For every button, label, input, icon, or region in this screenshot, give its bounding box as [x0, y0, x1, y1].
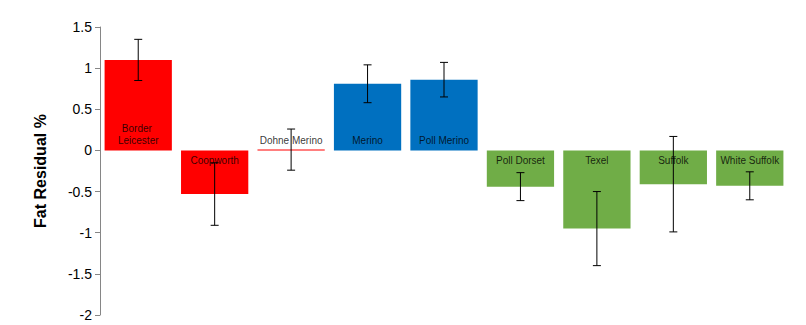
- svg-text:Texel: Texel: [585, 155, 608, 166]
- svg-text:Merino: Merino: [352, 135, 383, 146]
- svg-text:White Suffolk: White Suffolk: [720, 155, 780, 166]
- svg-text:0: 0: [84, 142, 92, 158]
- svg-text:Coopworth: Coopworth: [190, 155, 238, 166]
- svg-text:1.5: 1.5: [73, 19, 93, 35]
- svg-text:-1.5: -1.5: [68, 266, 92, 282]
- svg-text:Poll Merino: Poll Merino: [419, 135, 469, 146]
- svg-text:Leicester: Leicester: [118, 135, 159, 146]
- svg-text:-2: -2: [80, 307, 93, 323]
- svg-text:Border: Border: [122, 123, 155, 134]
- svg-text:Fat Residual %: Fat Residual %: [32, 114, 49, 228]
- svg-text:-0.5: -0.5: [68, 184, 92, 200]
- svg-text:Suffolk: Suffolk: [658, 155, 689, 166]
- svg-text:-1: -1: [80, 225, 93, 241]
- svg-text:Poll Dorset: Poll Dorset: [496, 155, 545, 166]
- svg-text:Dohne Merino: Dohne Merino: [260, 135, 323, 146]
- svg-text:1: 1: [84, 60, 92, 76]
- svg-text:0.5: 0.5: [73, 101, 93, 117]
